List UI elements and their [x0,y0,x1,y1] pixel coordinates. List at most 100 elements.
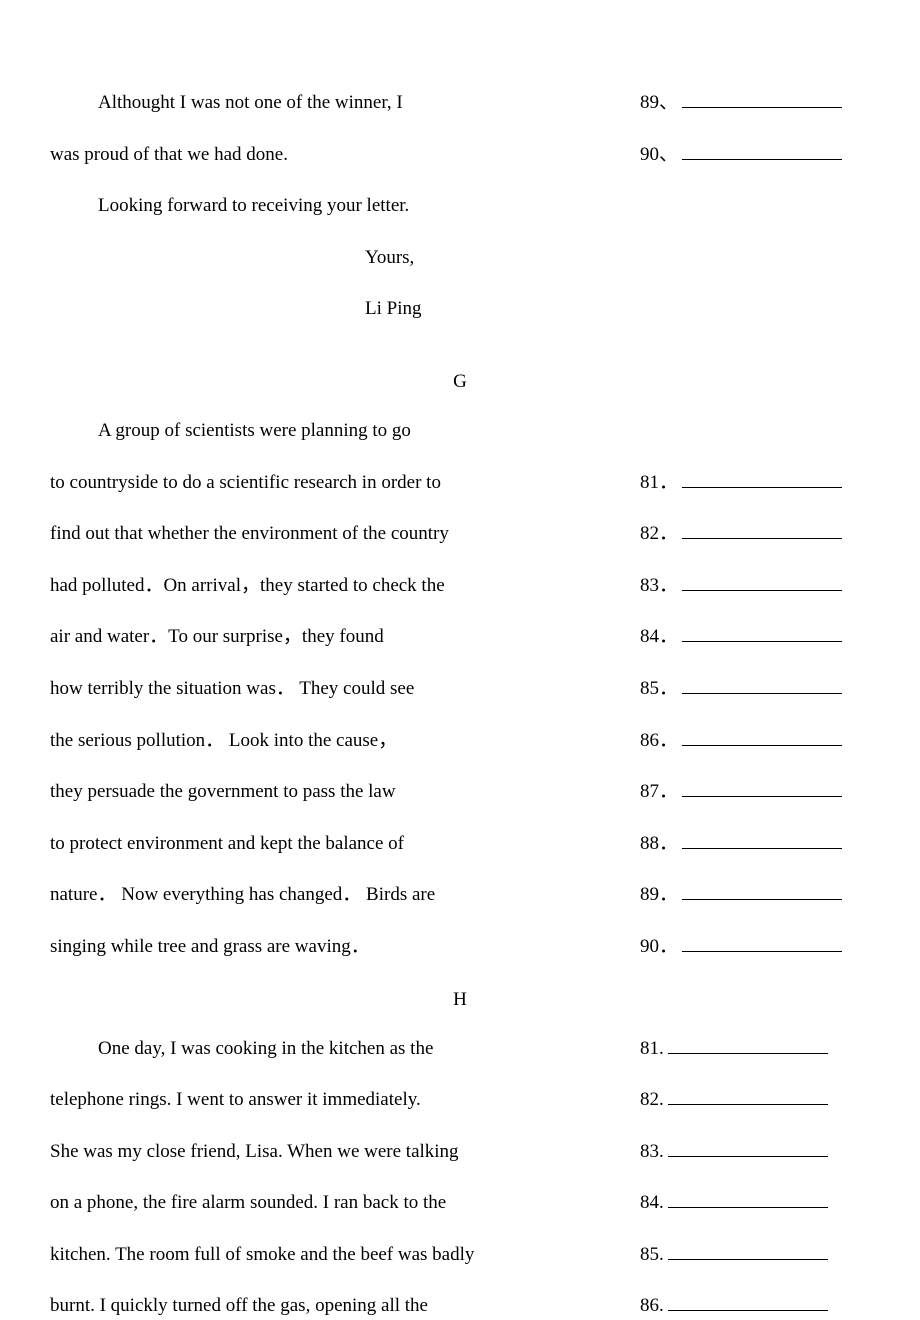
text-g88: to protect environment and kept the bala… [50,831,575,858]
blank-g81[interactable] [682,472,842,488]
blank-g89[interactable] [682,884,842,900]
num-f89: 89、 [640,92,678,113]
answer-h83-container: 83. [575,1139,870,1166]
line-h86: burnt. I quickly turned off the gas, ope… [50,1293,870,1320]
line-g82: find out that whether the environment of… [50,521,870,548]
num-g89: 89． [640,884,678,905]
answer-h84-container: 84. [575,1190,870,1217]
text-h82: telephone rings. I went to answer it imm… [50,1087,575,1114]
answer-f90-container: 90、 [575,142,870,169]
line-f89: Althought I was not one of the winner, I… [50,90,870,117]
blank-h83[interactable] [668,1141,828,1157]
text-h86: burnt. I quickly turned off the gas, ope… [50,1293,575,1320]
blank-g82[interactable] [682,523,842,539]
text-g89: nature． Now everything has changed． Bird… [50,882,575,909]
text-g85: how terribly the situation was． They cou… [50,676,575,703]
line-g87: they persuade the government to pass the… [50,779,870,806]
answer-h85-container: 85. [575,1242,870,1269]
answer-g82-container: 82． [575,521,870,548]
num-g90: 90． [640,936,678,957]
text-g86: the serious pollution． Look into the cau… [50,728,575,755]
text-f90: was proud of that we had done. [50,142,575,169]
blank-h81[interactable] [668,1038,828,1054]
line-g85: how terribly the situation was． They cou… [50,676,870,703]
blank-h82[interactable] [668,1089,828,1105]
line-h84: on a phone, the fire alarm sounded. I ra… [50,1190,870,1217]
num-g83: 83． [640,575,678,596]
answer-h82-container: 82. [575,1087,870,1114]
blank-g84[interactable] [682,626,842,642]
blank-f89[interactable] [682,92,842,108]
answer-g81-container: 81． [575,470,870,497]
answer-h81-container: 81. [575,1036,870,1063]
blank-g90[interactable] [682,936,842,952]
answer-g83-container: 83． [575,573,870,600]
text-h85: kitchen. The room full of smoke and the … [50,1242,575,1269]
text-g82: find out that whether the environment of… [50,521,575,548]
blank-g85[interactable] [682,678,842,694]
text-f89: Althought I was not one of the winner, I [50,90,575,117]
num-h81: 81. [640,1038,664,1059]
answer-g86-container: 86． [575,728,870,755]
line-g83: had polluted．On arrival，they started to … [50,573,870,600]
answer-g85-container: 85． [575,676,870,703]
text-g83: had polluted．On arrival，they started to … [50,573,575,600]
num-g82: 82． [640,523,678,544]
num-g88: 88． [640,833,678,854]
blank-h86[interactable] [668,1295,828,1311]
text-g87: they persuade the government to pass the… [50,779,575,806]
text-h83: She was my close friend, Lisa. When we w… [50,1139,575,1166]
blank-g87[interactable] [682,781,842,797]
text-h81: One day, I was cooking in the kitchen as… [50,1036,575,1063]
closing-text-1: Looking forward to receiving your letter… [50,193,575,220]
answer-g84-container: 84． [575,624,870,651]
line-h81: One day, I was cooking in the kitchen as… [50,1036,870,1063]
num-h85: 85. [640,1244,664,1265]
answer-g87-container: 87． [575,779,870,806]
closing-line-1: Looking forward to receiving your letter… [50,193,870,220]
blank-g86[interactable] [682,730,842,746]
line-h85: kitchen. The room full of smoke and the … [50,1242,870,1269]
blank-h84[interactable] [668,1192,828,1208]
line-h82: telephone rings. I went to answer it imm… [50,1087,870,1114]
num-g81: 81． [640,472,678,493]
blank-h85[interactable] [668,1244,828,1260]
num-h86: 86. [640,1295,664,1316]
num-h84: 84. [640,1192,664,1213]
blank-f90[interactable] [682,144,842,160]
num-g87: 87． [640,781,678,802]
answer-h86-container: 86. [575,1293,870,1320]
text-g-intro: A group of scientists were planning to g… [50,418,575,445]
section-h-letter: H [50,989,870,1011]
num-h83: 83. [640,1141,664,1162]
closing-text-2: Yours, [50,245,575,272]
closing-line-3: Li Ping [50,296,870,323]
blank-g83[interactable] [682,575,842,591]
line-g84: air and water．To our surprise，they found… [50,624,870,651]
num-f90: 90、 [640,144,678,165]
text-g81: to countryside to do a scientific resear… [50,470,575,497]
line-f90: was proud of that we had done. 90、 [50,142,870,169]
answer-f89-container: 89、 [575,90,870,117]
answer-g90-container: 90． [575,934,870,961]
num-g86: 86． [640,730,678,751]
text-g90: singing while tree and grass are waving． [50,934,575,961]
line-g89: nature． Now everything has changed． Bird… [50,882,870,909]
text-h84: on a phone, the fire alarm sounded. I ra… [50,1190,575,1217]
answer-g88-container: 88． [575,831,870,858]
section-g-letter: G [50,371,870,393]
answer-g89-container: 89． [575,882,870,909]
closing-line-2: Yours, [50,245,870,272]
line-g81: to countryside to do a scientific resear… [50,470,870,497]
line-g86: the serious pollution． Look into the cau… [50,728,870,755]
text-g84: air and water．To our surprise，they found [50,624,575,651]
line-g-intro: A group of scientists were planning to g… [50,418,870,445]
line-g88: to protect environment and kept the bala… [50,831,870,858]
num-g84: 84． [640,626,678,647]
num-g85: 85． [640,678,678,699]
closing-text-3: Li Ping [50,296,575,323]
blank-g88[interactable] [682,833,842,849]
line-g90: singing while tree and grass are waving．… [50,934,870,961]
num-h82: 82. [640,1089,664,1110]
line-h83: She was my close friend, Lisa. When we w… [50,1139,870,1166]
